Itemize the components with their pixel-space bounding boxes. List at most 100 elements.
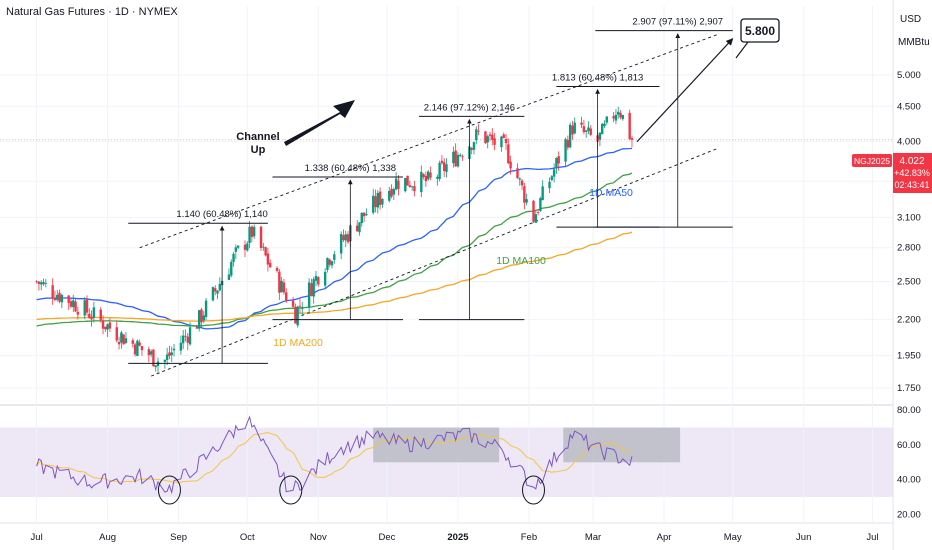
y-tick-label: 4.500 xyxy=(897,101,921,112)
candle-body xyxy=(420,171,423,193)
candle-body xyxy=(115,327,118,341)
candles xyxy=(35,106,634,373)
channel-upper xyxy=(139,33,720,249)
candle-body xyxy=(422,174,425,177)
target-label: 5.800 xyxy=(745,24,775,38)
rsi-tick-label: 60.00 xyxy=(897,440,921,451)
y-tick-label: 3.100 xyxy=(897,212,921,223)
candle-body xyxy=(374,196,377,208)
candle-body xyxy=(218,283,222,291)
price-tag xyxy=(893,153,932,193)
candle-body xyxy=(346,234,350,243)
candle-body xyxy=(90,316,93,320)
channel-label-line1: Channel xyxy=(236,131,279,143)
candle-body xyxy=(362,212,366,217)
candle-body xyxy=(85,298,89,313)
candle-body xyxy=(584,130,588,132)
channel-lower xyxy=(150,147,720,377)
candle-body xyxy=(621,114,625,120)
grid-layer xyxy=(0,6,893,523)
candle-body xyxy=(184,335,187,337)
candle-body xyxy=(243,244,247,250)
candle-body xyxy=(507,144,510,164)
candle-body xyxy=(120,332,123,343)
candle-body xyxy=(456,154,460,167)
candle-body xyxy=(459,154,462,157)
candle-body xyxy=(541,186,544,201)
candle-body xyxy=(333,254,336,260)
candle-body xyxy=(614,114,618,121)
y-tick-label: 1.950 xyxy=(897,351,921,362)
candle-body xyxy=(582,126,586,133)
y-tick-label: 5.000 xyxy=(897,70,921,81)
candle-body xyxy=(163,359,167,362)
currency-label: USD xyxy=(900,14,921,25)
candle-body xyxy=(280,280,283,293)
symbol-tag-text: NGJ2025 xyxy=(854,156,890,166)
candle-body xyxy=(356,225,359,232)
y-tick-label: 2.500 xyxy=(897,277,921,288)
ma50-line xyxy=(36,147,633,330)
channel-up xyxy=(139,33,720,377)
candle-body xyxy=(179,342,183,351)
x-tick-label: Jul xyxy=(31,532,43,543)
candle-body xyxy=(42,282,45,285)
x-tick-label: Oct xyxy=(240,532,255,543)
candle-body xyxy=(200,309,203,323)
measure-label: 1.140 (60.48%) 1,140 xyxy=(176,209,267,220)
candle-body xyxy=(259,226,263,248)
y-tick-label: 1.750 xyxy=(897,383,921,394)
target-arrow xyxy=(636,38,734,143)
candle-body xyxy=(504,138,508,144)
candle-body xyxy=(140,346,144,351)
candle-body xyxy=(294,306,297,324)
candle-body xyxy=(74,301,77,312)
candle-body xyxy=(131,340,135,344)
candle-body xyxy=(204,300,208,318)
candle-body xyxy=(539,198,542,211)
candle-body xyxy=(172,348,176,351)
ma200-line xyxy=(36,231,633,322)
candle-body xyxy=(106,324,109,330)
candle-body xyxy=(35,281,38,283)
candle-body xyxy=(227,274,231,280)
candle-body xyxy=(397,180,400,189)
candle-body xyxy=(550,176,554,180)
candle-body xyxy=(296,306,299,326)
candle-body xyxy=(266,253,270,265)
candle-body xyxy=(88,313,91,318)
candle-body xyxy=(67,295,70,303)
candle-body xyxy=(301,308,304,310)
candle-body xyxy=(601,123,604,135)
candle-body xyxy=(69,301,73,307)
candle-body xyxy=(51,285,54,298)
candle-body xyxy=(477,130,480,132)
candle-body xyxy=(278,271,281,293)
candle-body xyxy=(452,151,455,164)
candle-body xyxy=(186,336,189,343)
candle-body xyxy=(154,365,157,368)
candle-body xyxy=(516,168,519,179)
candle-body xyxy=(264,247,267,256)
symbol-tag xyxy=(852,154,892,167)
channel-label-line2: Up xyxy=(251,144,266,156)
candle-body xyxy=(198,310,201,329)
rsi-range-box xyxy=(373,427,500,463)
candle-body xyxy=(376,192,380,208)
candle-body xyxy=(72,300,75,308)
candle-body xyxy=(136,340,139,357)
candle-body xyxy=(410,186,414,188)
candle-body xyxy=(491,134,494,140)
candle-body xyxy=(461,156,464,158)
candle-body xyxy=(168,352,171,356)
candle-body xyxy=(484,131,487,144)
candle-body xyxy=(502,134,505,138)
rsi-boxes xyxy=(373,427,681,463)
candle-body xyxy=(133,344,137,355)
candle-body xyxy=(44,283,47,284)
candle-body xyxy=(117,341,121,345)
candle-body xyxy=(536,212,540,214)
candle-body xyxy=(548,181,551,189)
